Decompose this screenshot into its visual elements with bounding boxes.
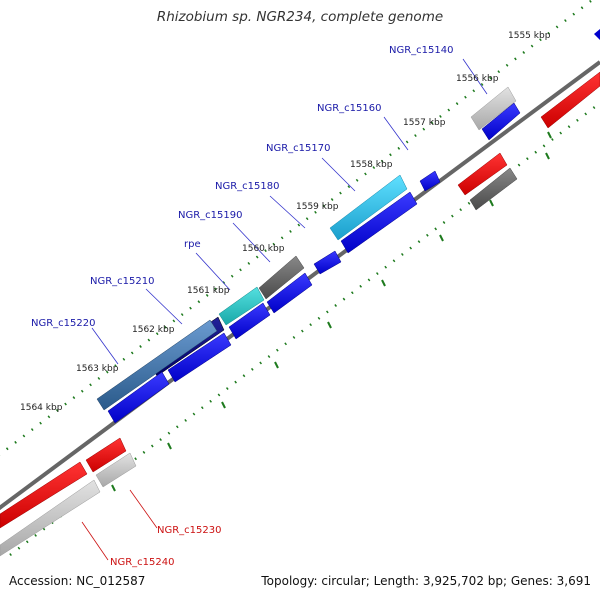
gene-arrow[interactable]	[167, 332, 232, 383]
inner-major-tick	[439, 234, 444, 242]
gene-arrow[interactable]	[594, 29, 600, 40]
gene-arrow[interactable]	[481, 102, 521, 141]
inner-major-tick	[167, 442, 172, 450]
gene-label[interactable]: rpe	[184, 239, 201, 250]
gene-arrow[interactable]	[85, 437, 127, 473]
kbp-tick-labels: 1555 kbp 1556 kbp 1557 kbp 1558 kbp 1559…	[20, 31, 551, 413]
inner-major-tick	[327, 321, 332, 329]
tick-label: 1562 kbp	[132, 325, 175, 335]
inner-major-tick	[274, 361, 279, 369]
gene-arrow[interactable]	[0, 461, 88, 529]
map-title: Rhizobium sp. NGR234, complete genome	[156, 9, 444, 25]
gene-label[interactable]: NGR_c15140	[389, 45, 454, 56]
tick-label: 1559 kbp	[296, 202, 339, 212]
gene-label[interactable]: NGR_c15160	[317, 103, 382, 114]
tick-label: 1555 kbp	[508, 31, 551, 41]
inner-major-tick	[489, 199, 494, 207]
gene-arrow[interactable]	[419, 170, 441, 192]
gene-arrow[interactable]	[469, 167, 518, 211]
gene-label[interactable]: NGR_c15190	[178, 210, 243, 221]
inner-major-tick	[111, 484, 116, 492]
gene-arrow-NGR_c15140[interactable]	[470, 86, 517, 131]
gene-label[interactable]: NGR_c15180	[215, 181, 280, 192]
tick-label: 1564 kbp	[20, 403, 63, 413]
gene-label[interactable]: NGR_c15220	[31, 318, 96, 329]
gene-arrow[interactable]	[540, 71, 600, 129]
outer-tick-ring	[0, 0, 595, 456]
gene-arrow-NGR_c15220[interactable]	[96, 319, 218, 411]
gene-arrow-NGR_c15160[interactable]	[329, 174, 408, 241]
tick-label: 1556 kbp	[456, 74, 499, 84]
gene-arrow[interactable]	[340, 191, 418, 254]
inner-major-tick	[221, 401, 226, 409]
tick-label: 1560 kbp	[242, 244, 285, 254]
reverse-gene-labels: NGR_c15230 NGR_c15240	[110, 525, 222, 568]
gene-arrow-rpe[interactable]	[218, 286, 265, 326]
summary-text: Topology: circular; Length: 3,925,702 bp…	[261, 574, 591, 588]
forward-label-leaders	[91, 58, 488, 365]
gene-arrow[interactable]	[228, 302, 271, 340]
reverse-label-leaders	[81, 489, 158, 561]
gene-label[interactable]: NGR_c15170	[266, 143, 331, 154]
gene-arrow-NGR_c15230[interactable]	[95, 452, 137, 488]
accession-text: Accession: NC_012587	[9, 574, 146, 588]
forward-gene-labels: NGR_c15140 NGR_c15160 NGR_c15170 NGR_c15…	[31, 45, 454, 329]
gene-arrow[interactable]	[266, 272, 313, 314]
gene-label[interactable]: NGR_c15240	[110, 557, 175, 568]
tick-label: 1557 kbp	[403, 118, 446, 128]
tick-label: 1558 kbp	[350, 160, 393, 170]
tick-label: 1563 kbp	[76, 364, 119, 374]
gene-arrow[interactable]	[457, 152, 508, 196]
gene-label[interactable]: NGR_c15210	[90, 276, 155, 287]
inner-major-tick	[381, 279, 386, 287]
inner-major-tick	[547, 131, 552, 139]
gene-arrow-NGR_c15240[interactable]	[0, 479, 101, 557]
gene-label[interactable]: NGR_c15230	[157, 525, 222, 536]
inner-major-tick	[545, 152, 550, 160]
tick-label: 1561 kbp	[187, 286, 230, 296]
gene-arrow[interactable]	[107, 371, 170, 424]
gene-arrow-NGR_c15180[interactable]	[258, 255, 305, 300]
gene-arrow[interactable]	[313, 250, 342, 275]
